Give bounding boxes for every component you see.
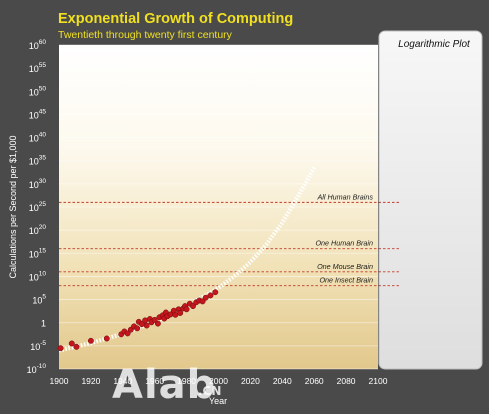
side-panel [378,30,483,370]
y-tick-exponent: 5 [42,294,46,301]
y-tick-exponent: -5 [40,340,46,347]
data-point [124,330,131,337]
x-tick-label: 2040 [273,376,292,386]
y-tick-base: 10 [29,134,39,144]
data-point [183,306,190,313]
y-tick-exponent: 45 [39,108,47,115]
y-tick-base: 10 [29,110,39,120]
x-tick-label: 2020 [241,376,260,386]
data-point [151,316,158,323]
y-tick-label: 1040 [29,132,47,144]
y-tick-base: 10 [32,296,42,306]
x-tick-label: 1940 [113,376,132,386]
y-tick-exponent: 25 [39,201,47,208]
x-tick-label: 1980 [177,376,196,386]
watermark-logo: Alab [112,362,217,408]
y-tick-exponent: 55 [39,62,47,69]
data-point [212,289,219,296]
watermark-suffix: .CN [198,384,222,398]
y-tick-exponent: -10 [37,363,47,370]
data-point [73,343,80,350]
data-point [103,335,110,342]
y-tick-exponent: 20 [39,224,47,231]
reference-line-label: One Human Brain [315,239,373,248]
y-tick-label: 1035 [29,155,47,167]
y-tick-exponent: 50 [39,85,47,92]
y-tick-label: 10-5 [30,340,46,352]
data-point [202,294,209,301]
y-tick-exponent: 35 [39,155,47,162]
y-tick-label: 1025 [29,201,47,213]
y-tick-label: 1060 [29,39,47,51]
y-tick-exponent: 60 [39,39,47,46]
side-panel-title: Logarithmic Plot [398,39,470,50]
data-point [207,292,214,299]
y-tick-base: 10 [27,365,37,375]
chart-title: Exponential Growth of Computing [58,11,294,27]
x-tick-label: 1900 [50,376,69,386]
projection-trend-line [58,166,317,353]
y-tick-base: 10 [29,226,39,236]
y-tick-base: 10 [29,41,39,51]
data-point [57,345,64,352]
x-tick-label: 2100 [369,376,388,386]
data-point [154,320,161,327]
y-tick-label: 1015 [29,247,47,259]
y-tick-base: 10 [29,157,39,167]
y-tick-base: 10 [29,87,39,97]
x-tick-label: 2000 [209,376,228,386]
x-tick-label: 1960 [145,376,164,386]
data-point [190,303,196,310]
data-point [87,337,94,344]
y-tick-base: 1 [41,319,46,329]
y-tick-exponent: 30 [39,178,47,185]
x-tick-label: 2060 [305,376,324,386]
data-point [142,317,149,324]
y-tick-label: 1050 [29,85,47,97]
y-tick-label: 1055 [29,62,47,74]
y-tick-exponent: 40 [39,132,47,139]
data-point [68,340,75,347]
x-axis-label: Year [209,396,227,406]
y-tick-base: 10 [29,203,39,213]
reference-line-label: One Insect Brain [319,276,373,285]
y-tick-label: 10-10 [27,363,47,375]
y-tick-base: 10 [30,342,40,352]
y-tick-label: 1010 [29,270,47,282]
reference-line-label: All Human Brains [316,192,373,201]
y-tick-label: 105 [32,294,46,306]
reference-line-label: One Mouse Brain [317,262,373,271]
x-tick-label: 1920 [81,376,100,386]
y-tick-label: 1 [41,319,46,329]
x-tick-label: 2080 [337,376,356,386]
y-tick-exponent: 15 [39,247,47,254]
data-point [143,322,150,329]
y-tick-label: 1045 [29,108,47,120]
y-tick-base: 10 [29,272,39,282]
chart-subtitle: Twentieth through twenty first century [58,29,232,41]
y-tick-base: 10 [29,64,39,74]
y-axis-label: Calculations per Second per $1,000 [8,135,18,278]
data-point [134,325,141,332]
y-tick-base: 10 [29,180,39,190]
y-tick-label: 1030 [29,178,47,190]
y-tick-label: 1020 [29,224,47,236]
y-tick-base: 10 [29,249,39,259]
data-point [177,310,184,316]
y-tick-exponent: 10 [39,270,47,277]
